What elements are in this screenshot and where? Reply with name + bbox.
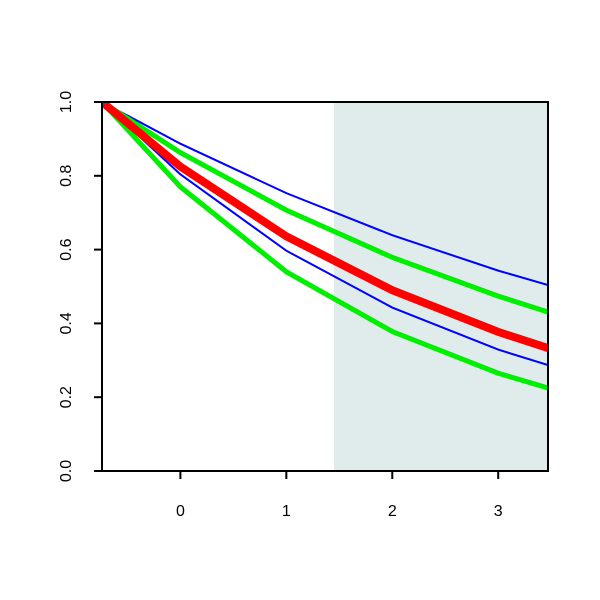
series-line [102, 102, 548, 391]
y-tick-label: 0.6 [58, 238, 75, 260]
y-tick-label: 0.0 [58, 460, 75, 482]
shaded-region [334, 102, 548, 471]
x-tick-label: 1 [282, 503, 291, 520]
y-tick-label: 0.4 [58, 312, 75, 334]
y-tick-label: 0.8 [58, 165, 75, 187]
y-tick-label: 0.2 [58, 386, 75, 408]
series-line [102, 102, 548, 286]
series-line [102, 102, 548, 315]
x-tick-label: 3 [494, 503, 503, 520]
series-line [102, 102, 548, 352]
x-tick-label: 0 [176, 503, 185, 520]
x-tick-label: 2 [388, 503, 397, 520]
plot-frame [101, 101, 549, 472]
series-line [102, 102, 548, 367]
y-tick-label: 1.0 [58, 91, 75, 113]
